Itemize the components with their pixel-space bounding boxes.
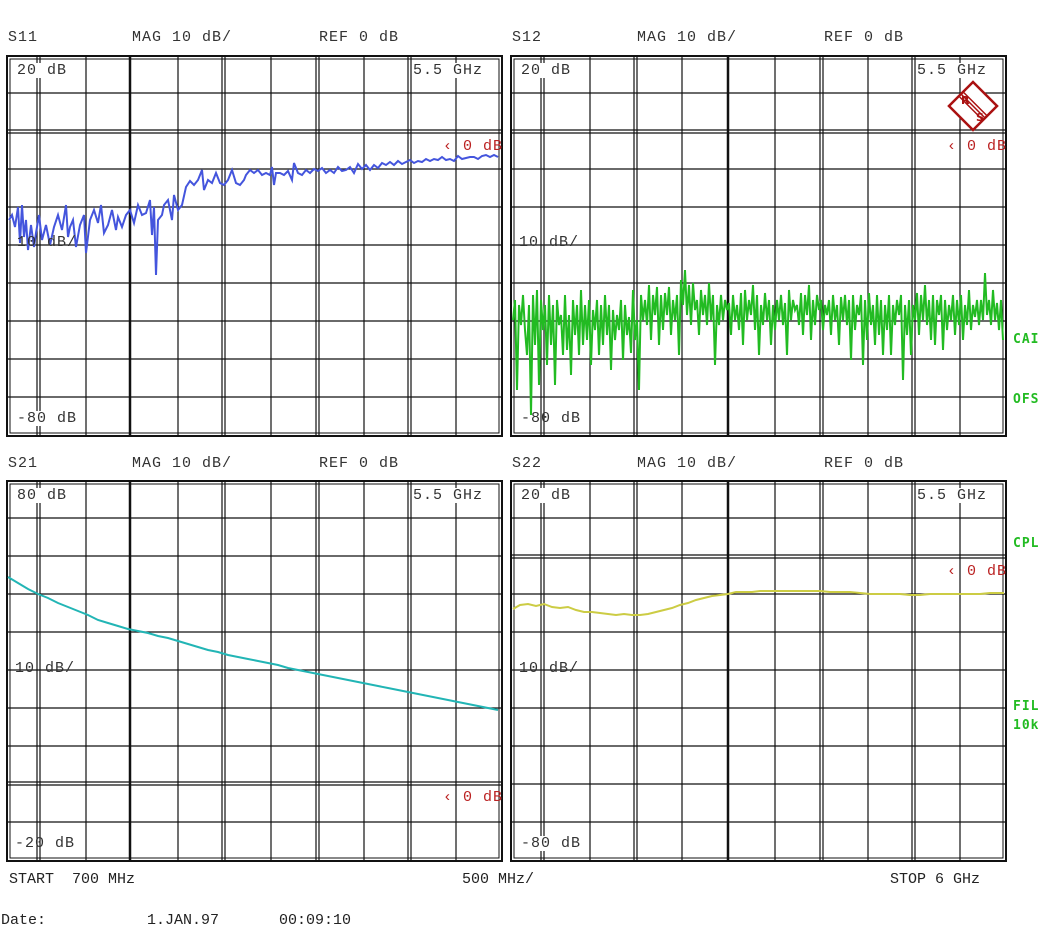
s21-format-label: MAG 10 dB/ xyxy=(132,455,233,472)
s21-ref-marker: ‹ 0 dB xyxy=(443,789,504,806)
offset-indicator: OFS xyxy=(1013,392,1040,407)
s12-bottom-label: -80 dB xyxy=(521,410,582,427)
s21-bottom-label: -20 dB xyxy=(15,835,76,852)
s11-format-label: MAG 10 dB/ xyxy=(132,29,233,46)
rohde-schwarz-logo-icon: R S xyxy=(947,80,999,132)
s12-ref-marker: ‹ 0 dB xyxy=(947,138,1008,155)
s22-grid xyxy=(510,480,1007,862)
date-value: 1.JAN.97 xyxy=(147,912,220,929)
start-frequency: START 700 MHz xyxy=(9,871,136,888)
s22-bottom-label: -80 dB xyxy=(520,835,583,852)
s22-chart[interactable]: 20 dB 10 dB/ -80 dB 5.5 GHz ‹ 0 dB xyxy=(510,480,1008,862)
s22-ref-marker: ‹ 0 dB xyxy=(947,563,1008,580)
s12-chart[interactable]: 20 dB 10 dB/ -80 dB 5.5 GHz ‹ 0 dB R S xyxy=(510,55,1008,437)
s21-marker-freq: 5.5 GHz xyxy=(412,487,485,504)
date-label: Date: xyxy=(1,912,47,929)
s22-trace xyxy=(512,590,1004,617)
s11-grid xyxy=(6,55,503,437)
filter-indicator: FIL xyxy=(1013,699,1040,714)
s12-trace xyxy=(512,269,1004,416)
s21-param-label: S21 xyxy=(8,455,39,472)
s11-ref-marker: ‹ 0 dB xyxy=(443,138,504,155)
s21-scale-label: 10 dB/ xyxy=(15,660,76,677)
s21-ref-label: REF 0 dB xyxy=(319,455,400,472)
cal-indicator: CAI xyxy=(1013,332,1040,347)
s12-format-label: MAG 10 dB/ xyxy=(637,29,738,46)
s22-format-label: MAG 10 dB/ xyxy=(637,455,738,472)
s11-bottom-label: -80 dB xyxy=(16,410,79,427)
s22-top-label: 20 dB xyxy=(520,487,573,504)
s22-scale-label: 10 dB/ xyxy=(519,660,580,677)
s12-top-label: 20 dB xyxy=(520,62,573,79)
s12-param-label: S12 xyxy=(512,29,543,46)
ref-arrow-icon: ‹ xyxy=(947,138,968,155)
s21-chart[interactable]: 80 dB 10 dB/ -20 dB 5.5 GHz ‹ 0 dB xyxy=(6,480,504,862)
s11-top-label: 20 dB xyxy=(16,62,69,79)
s11-marker-freq: 5.5 GHz xyxy=(412,62,485,79)
s12-grid xyxy=(510,55,1007,437)
s21-trace xyxy=(7,576,499,711)
s22-param-label: S22 xyxy=(512,455,543,472)
s11-scale-label: 10 dB/ xyxy=(17,234,78,251)
s12-scale-label: 10 dB/ xyxy=(519,234,580,251)
s21-grid xyxy=(6,480,503,862)
filter-bandwidth: 10k xyxy=(1013,718,1040,733)
s22-ref-label: REF 0 dB xyxy=(824,455,905,472)
ref-arrow-icon: ‹ xyxy=(443,789,464,806)
s11-param-label: S11 xyxy=(8,29,39,46)
s11-trace xyxy=(8,153,499,276)
svg-text:S: S xyxy=(976,111,984,124)
ref-arrow-icon: ‹ xyxy=(443,138,464,155)
time-value: 00:09:10 xyxy=(279,912,352,929)
coupling-indicator: CPL xyxy=(1013,536,1040,551)
s11-chart[interactable]: 20 dB 10 dB/ -80 dB 5.5 GHz ‹ 0 dB xyxy=(6,55,504,437)
svg-text:R: R xyxy=(961,94,970,107)
s22-marker-freq: 5.5 GHz xyxy=(916,487,989,504)
s21-top-label: 80 dB xyxy=(16,487,69,504)
frequency-span-per-div: 500 MHz/ xyxy=(462,871,535,888)
s12-marker-freq: 5.5 GHz xyxy=(916,62,989,79)
stop-frequency: STOP 6 GHz xyxy=(890,871,981,888)
s11-ref-label: REF 0 dB xyxy=(319,29,400,46)
ref-arrow-icon: ‹ xyxy=(947,563,968,580)
s12-ref-label: REF 0 dB xyxy=(824,29,905,46)
